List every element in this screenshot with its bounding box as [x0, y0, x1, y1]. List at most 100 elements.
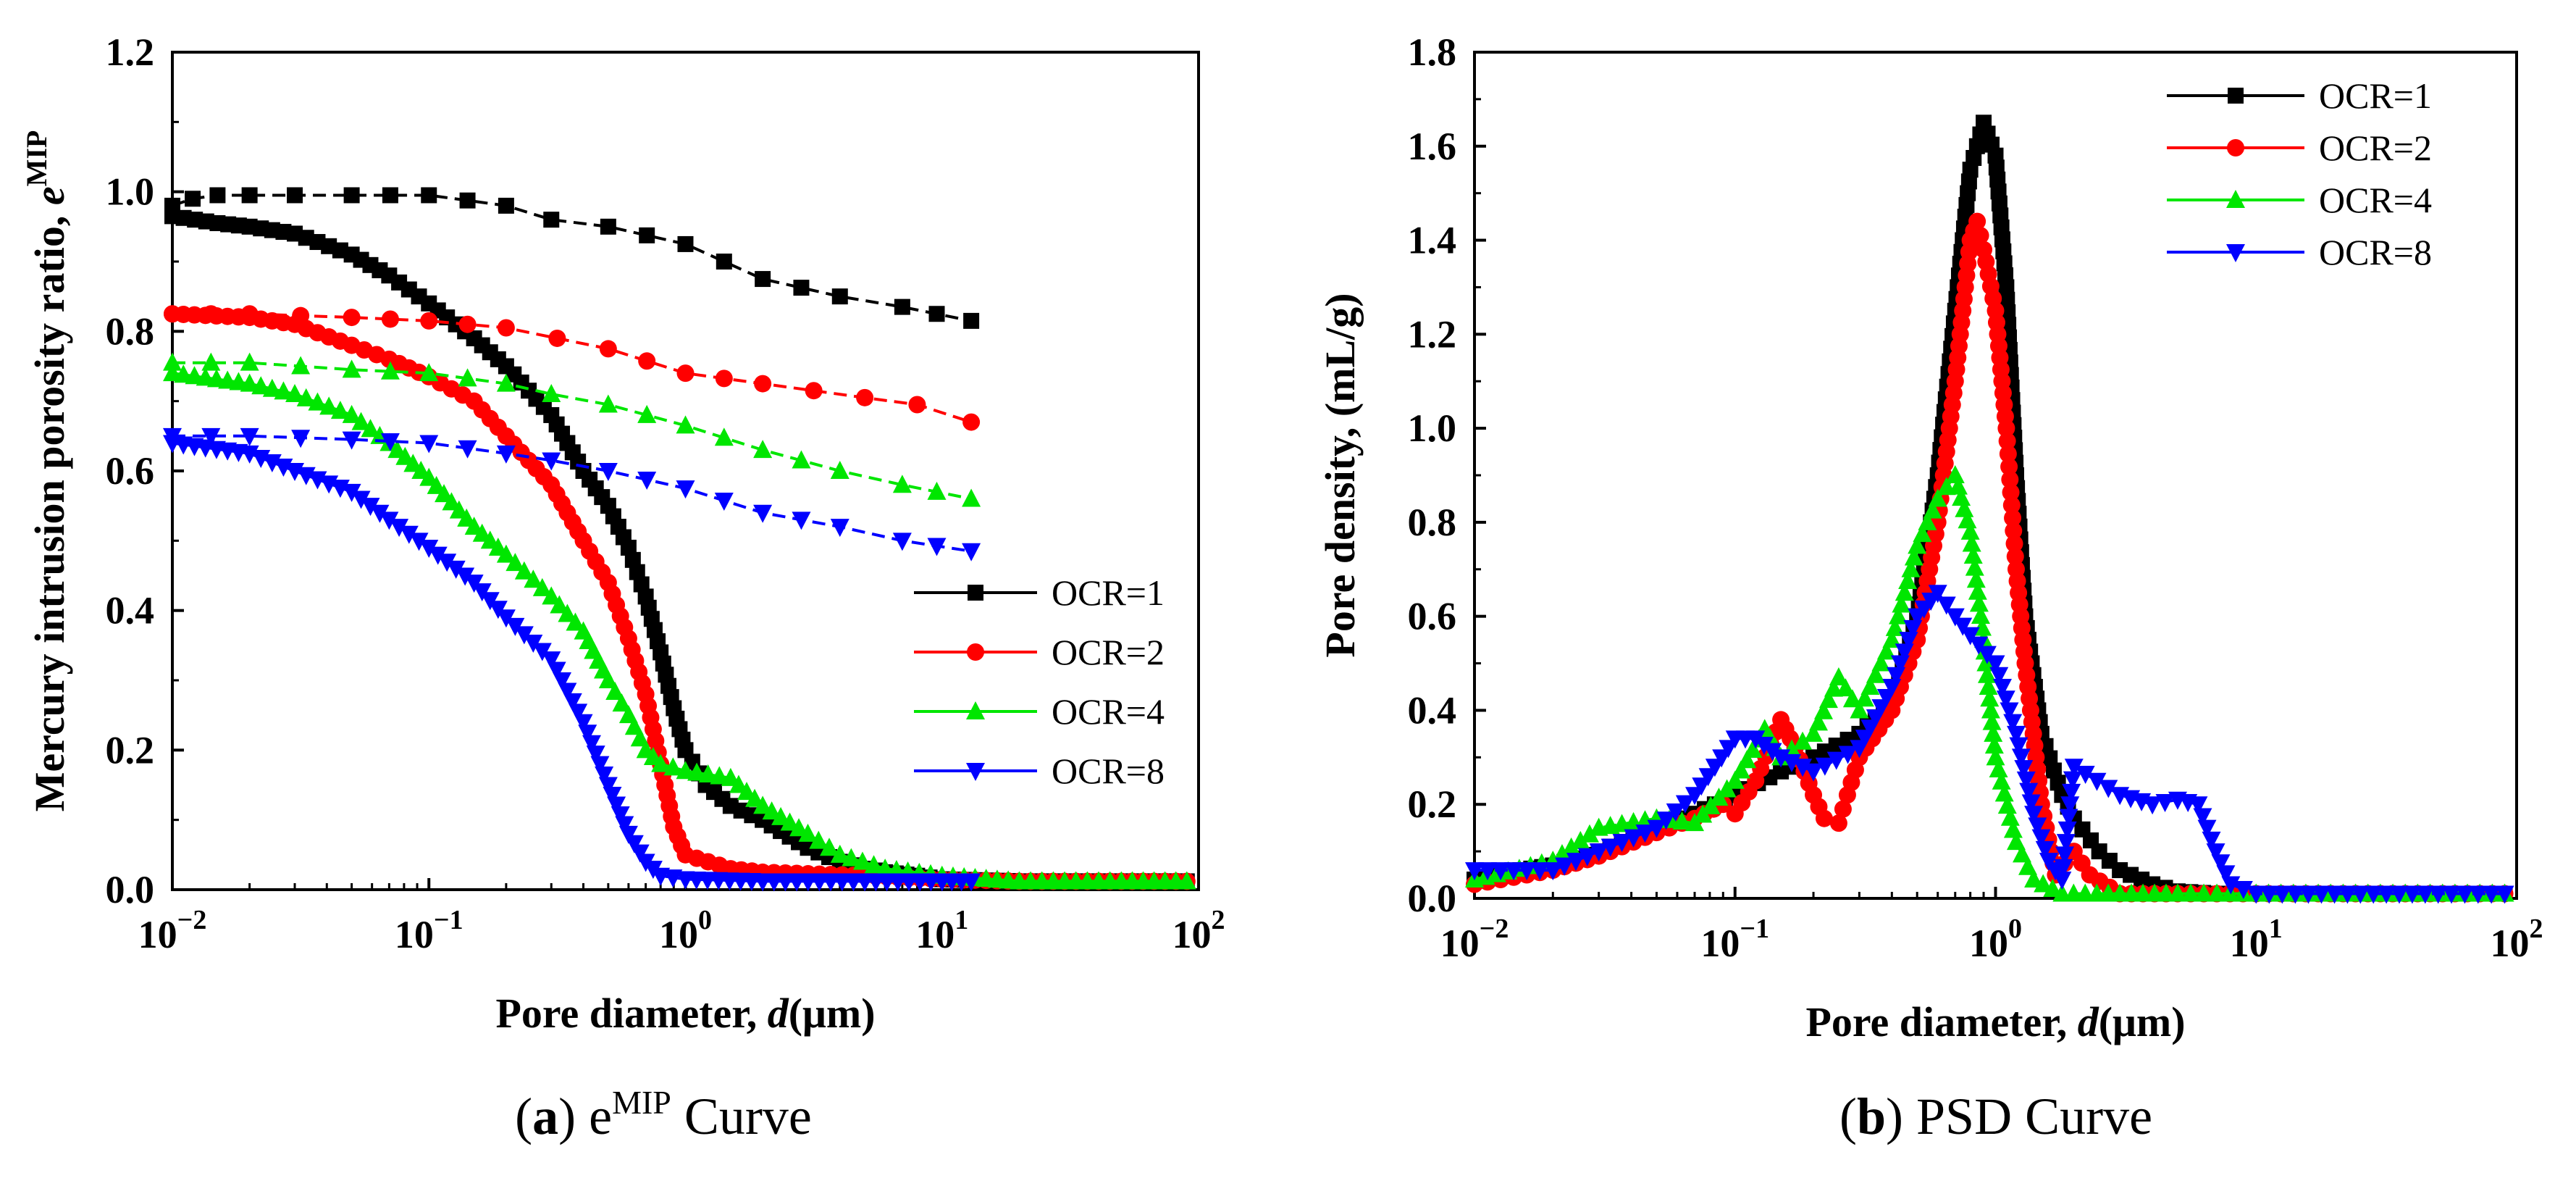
panel-caption: (b) PSD Curve — [1839, 1087, 2152, 1145]
data-point — [1666, 803, 1685, 822]
data-point — [558, 604, 577, 622]
data-point — [2181, 883, 2201, 902]
data-point — [1992, 771, 2011, 790]
data-point — [548, 329, 566, 347]
series-ocr-1-extrusion — [164, 208, 1195, 890]
data-point — [1731, 760, 1750, 779]
data-point — [542, 452, 561, 471]
data-point — [1647, 819, 1666, 838]
data-point — [771, 806, 791, 825]
data-point — [1866, 664, 1885, 683]
data-point — [1992, 679, 2012, 697]
data-point — [607, 796, 626, 815]
data-point — [578, 724, 597, 743]
data-point — [762, 801, 781, 820]
data-point — [2006, 725, 2026, 744]
data-point — [291, 430, 311, 448]
data-point — [543, 212, 560, 228]
y-tick-label: 0.4 — [106, 589, 155, 632]
data-point — [1624, 829, 1643, 848]
data-point — [1998, 432, 2016, 450]
data-point — [2193, 808, 2212, 827]
data-point — [419, 539, 439, 558]
data-point — [2016, 771, 2036, 790]
legend-item: OCR=8 — [2167, 232, 2432, 272]
data-point — [792, 450, 811, 469]
data-point — [262, 378, 282, 397]
data-point — [2442, 885, 2462, 904]
data-point — [1989, 667, 2009, 685]
data-point — [292, 306, 310, 325]
data-point — [2011, 748, 2031, 767]
data-point — [251, 376, 271, 395]
data-point — [820, 838, 839, 856]
y-axis-title: Mercury intrusion porosity ratio, eMIP — [20, 130, 73, 812]
data-point — [1991, 195, 2007, 212]
data-point — [1965, 557, 1984, 576]
data-point — [590, 756, 610, 774]
data-point — [639, 227, 655, 243]
y-tick-label: 0.8 — [106, 309, 155, 353]
data-point — [1177, 871, 1196, 890]
legend-label: OCR=4 — [1052, 691, 1165, 732]
legend-item: OCR=1 — [2167, 75, 2432, 116]
data-point — [1966, 569, 1986, 588]
data-point — [1908, 535, 1927, 554]
data-point — [2005, 522, 2023, 540]
data-point — [2003, 714, 2023, 732]
data-point — [2390, 885, 2409, 904]
series-ocr-4-extrusion — [163, 363, 1196, 890]
data-point — [2002, 496, 2021, 514]
data-point — [1901, 559, 1921, 577]
data-point — [2004, 509, 2022, 527]
y-tick-label: 1.8 — [1408, 30, 1457, 74]
data-point — [754, 375, 772, 393]
data-point — [2013, 844, 2032, 863]
data-point — [624, 717, 644, 735]
series-line — [172, 361, 972, 501]
data-point — [2233, 881, 2253, 900]
data-point — [2194, 883, 2214, 902]
data-point — [2043, 879, 2063, 898]
data-point — [676, 761, 695, 780]
data-point — [798, 823, 818, 842]
x-tick-label: 101 — [915, 905, 968, 956]
data-point — [1996, 255, 2013, 272]
series-ocr-8 — [1465, 585, 2514, 904]
data-point — [2042, 750, 2058, 767]
data-point — [714, 492, 734, 511]
data-point — [2286, 885, 2305, 904]
data-point — [963, 312, 980, 329]
data-point — [2455, 885, 2475, 904]
data-point — [1771, 749, 1791, 768]
data-point — [2482, 885, 2501, 904]
data-point — [830, 844, 849, 863]
data-point — [2197, 819, 2217, 838]
data-point — [287, 187, 303, 204]
data-point — [638, 352, 656, 370]
data-point — [1945, 608, 1965, 627]
data-point — [574, 714, 593, 732]
data-point — [1746, 730, 1766, 749]
data-point — [611, 806, 630, 824]
data-point — [2018, 856, 2038, 875]
data-point — [1656, 811, 1676, 830]
legend-label: OCR=2 — [2319, 128, 2432, 168]
data-point — [1813, 701, 1833, 719]
data-point — [351, 490, 371, 509]
legend-marker — [967, 643, 984, 661]
series-group — [163, 187, 1196, 892]
data-point — [566, 612, 585, 631]
data-point — [1968, 581, 1987, 600]
data-point — [1969, 593, 1989, 612]
data-point — [2062, 783, 2081, 802]
y-tick-label: 1.6 — [1408, 125, 1457, 168]
data-point — [1969, 636, 1989, 655]
data-point — [1997, 795, 2017, 814]
data-point — [599, 340, 617, 358]
data-point — [2216, 865, 2236, 884]
data-point — [856, 388, 874, 406]
data-point — [2246, 885, 2266, 904]
legend-item: OCR=2 — [914, 632, 1165, 672]
data-point — [809, 830, 828, 849]
